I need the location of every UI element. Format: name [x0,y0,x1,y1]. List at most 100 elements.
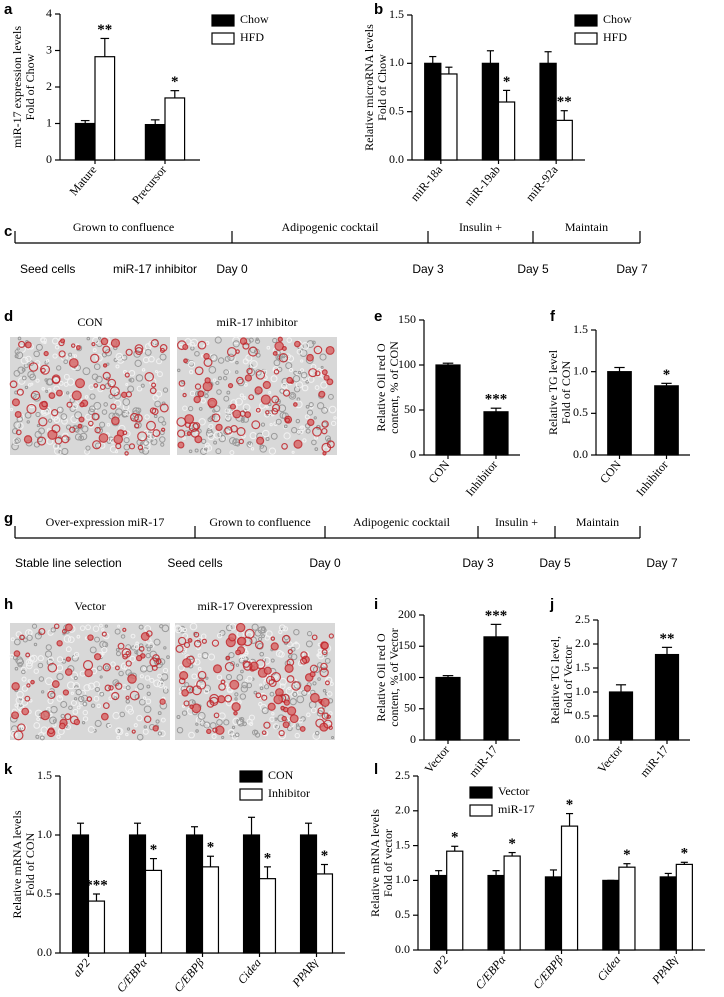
cell [104,665,110,670]
cell [319,353,327,361]
cell [95,354,103,362]
legend-label: Chow [603,12,632,26]
cell [271,712,275,716]
lipid-droplet [37,436,47,446]
bar [487,874,505,951]
lipid-droplet [71,390,82,401]
cell [157,680,165,689]
cell [13,421,22,430]
cell [181,710,188,716]
cell [311,340,316,345]
cell [176,715,181,720]
lipid-droplet [14,410,22,418]
bar [71,834,90,954]
lipid-droplet [128,443,136,450]
lipid-droplet [281,715,287,722]
cell [96,665,103,671]
lipid-droplet [183,700,190,707]
lipid-droplet [244,411,252,419]
cell [292,642,300,650]
cell [33,350,40,358]
timeline-label: Day 3 [462,556,494,570]
lipid-droplet [73,718,81,726]
lipid-droplet [255,640,264,650]
cell [296,695,305,704]
y-tick-label: 50 [404,701,416,715]
y-tick-label: 2 [46,79,52,93]
significance: * [171,74,179,90]
y-tick-label: 100 [398,357,416,371]
lipid-droplet [82,660,94,671]
lipid-droplet [229,679,240,690]
cell [46,359,50,363]
cell [221,735,225,740]
cell [188,406,194,412]
timeline-label: Day 0 [216,262,248,276]
cell [138,624,144,630]
lipid-droplet [177,429,186,438]
cell [56,672,64,681]
legend-label: CON [268,768,294,782]
bar [128,834,147,954]
cell [299,349,308,358]
cell [301,375,308,382]
cell [21,669,26,675]
lipid-droplet [19,634,25,641]
lipid-droplet [307,418,315,427]
cell [244,679,248,683]
lipid-droplet [270,672,282,683]
x-tick-label: Cidea [594,953,623,984]
y-tick-label: 0 [410,447,416,461]
cell [295,723,300,727]
cell [294,641,298,645]
cell [216,719,223,726]
lipid-droplet [273,694,284,705]
legend-swatch [574,32,598,45]
x-tick-label: miR-17 [466,743,500,780]
lipid-droplet [65,623,73,632]
lipid-droplet [102,702,110,710]
cell [127,708,134,715]
cell [50,627,56,633]
micrograph [174,622,335,740]
stage-label: Grown to confluence [209,515,310,529]
cell [213,431,222,439]
lipid-droplet [299,726,306,732]
lipid-droplet [224,426,233,435]
lipid-droplet [66,401,73,408]
lipid-droplet [122,430,128,436]
x-tick-label: C/EBPα [114,955,151,995]
cell [286,725,293,732]
cell [160,442,165,447]
lipid-droplet [78,416,85,423]
cell [229,623,237,631]
cell [274,675,278,679]
cell [61,447,69,456]
lipid-droplet [203,357,213,367]
cell [143,725,147,729]
cell [79,625,86,631]
cell [176,726,184,734]
lipid-droplet [94,653,102,661]
cell [124,430,131,437]
cell [9,407,14,412]
bar [654,653,680,741]
lipid-droplet [320,662,328,671]
lipid-droplet [227,382,234,389]
y-axis-label: Relative TG level [546,349,560,435]
cell [237,700,242,704]
cell [235,441,241,447]
cell [225,414,231,420]
cell [56,656,64,663]
cell [208,366,217,374]
cell [82,709,88,716]
cell [132,407,140,415]
x-tick-label: PPARγ [289,955,321,990]
cell [122,403,130,411]
lipid-droplet [196,679,207,690]
cell [154,370,158,374]
cell [47,656,54,663]
cell [279,683,286,690]
cell [65,646,72,653]
cell [63,373,70,380]
